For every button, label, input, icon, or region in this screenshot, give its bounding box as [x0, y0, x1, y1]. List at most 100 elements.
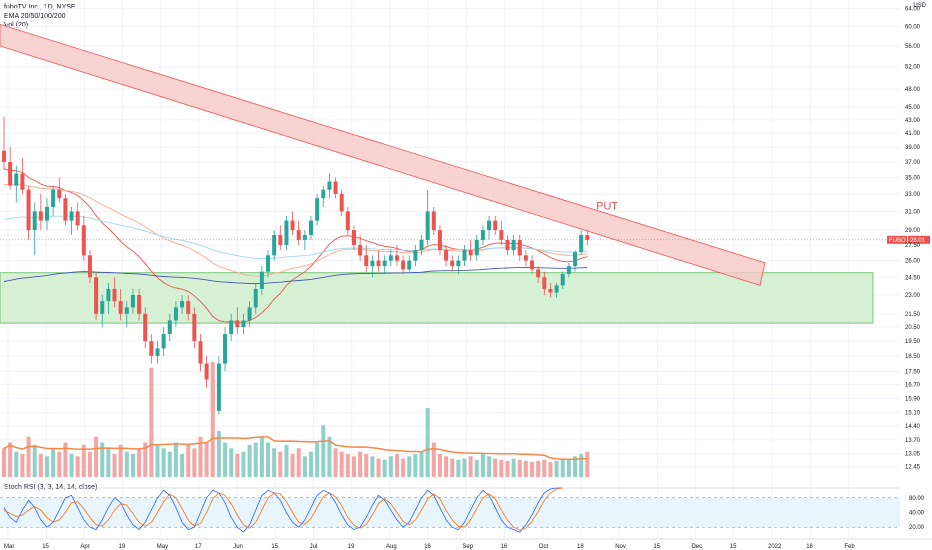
candle-body: [499, 230, 504, 240]
volume-bar: [235, 454, 240, 477]
candle-body: [376, 260, 381, 267]
candle-body: [536, 269, 541, 278]
candle-body: [253, 288, 258, 308]
volume-bar: [456, 459, 461, 477]
x-tick-label: 17: [195, 544, 202, 550]
candle-body: [26, 189, 31, 231]
volume-bar: [554, 460, 559, 477]
volume-ma-line: [3, 436, 588, 461]
candle-body: [296, 230, 301, 240]
candles: [2, 116, 590, 430]
candle-body: [229, 320, 234, 335]
y-tick-label: 27.50: [905, 243, 921, 249]
volume-bar: [253, 442, 258, 477]
candle-body: [560, 273, 565, 286]
candle-body: [548, 288, 553, 293]
legend-symbol: fuboTV Inc., 1D, NYSE: [4, 4, 76, 11]
candle-body: [118, 301, 123, 314]
rsi-level-label: 40.00: [909, 511, 925, 517]
candle-body: [487, 220, 492, 231]
volume-bar: [333, 448, 338, 477]
volume-bar: [345, 454, 350, 477]
volume-bar: [241, 451, 246, 477]
volume-bar: [437, 454, 442, 477]
symbol-tag: [887, 235, 907, 244]
volume-bar: [358, 451, 363, 477]
candle-body: [327, 181, 332, 190]
candle-body: [585, 234, 590, 240]
x-tick-label: 16: [501, 544, 508, 550]
volume-bar: [210, 362, 215, 477]
candle-body: [413, 250, 418, 261]
x-tick-label: 16: [424, 544, 431, 550]
candle-body: [456, 260, 461, 267]
y-axis: 64.00 60.00 56.00 52.00 48.00 45.00 43.00 41.00…: [905, 7, 921, 471]
candle-body: [272, 234, 277, 256]
candle-body: [364, 255, 369, 267]
candle-body: [124, 307, 129, 314]
candle-body: [530, 260, 535, 270]
volume-bar: [364, 454, 369, 477]
volume-bar: [57, 451, 62, 477]
candle-body: [81, 225, 86, 256]
candle-body: [425, 211, 430, 240]
volume-bar: [315, 442, 320, 477]
candle-body: [468, 250, 473, 256]
volume-bar: [143, 442, 148, 477]
x-tick-label: 15: [42, 544, 49, 550]
volume-bar: [351, 456, 356, 477]
volume-bar: [106, 448, 111, 477]
candle-body: [345, 211, 350, 231]
y-tick-label: 37.00: [905, 160, 921, 166]
volume-bar: [493, 458, 498, 477]
candle-body: [394, 255, 399, 261]
volume-bar: [229, 448, 234, 477]
volume-bar: [204, 442, 209, 477]
y-tick-label: 43.00: [905, 118, 921, 124]
candle-body: [2, 150, 6, 162]
volume-bar: [388, 456, 393, 477]
candle-body: [505, 239, 510, 251]
candle-body: [321, 189, 326, 199]
candle-body: [63, 198, 68, 221]
candle-body: [351, 230, 356, 245]
candle-body: [32, 211, 37, 231]
volume-bar: [468, 456, 473, 477]
candle-body: [130, 294, 135, 308]
volume-bar: [407, 456, 412, 477]
candle-body: [94, 277, 99, 314]
y-tick-label: 35.00: [905, 175, 921, 181]
x-tick-label: Nov: [615, 544, 626, 550]
chart-legend: fuboTV Inc., 1D, NYSE EMA 20/50/100/200 …: [4, 3, 76, 30]
put-annotation: PUT: [596, 201, 618, 213]
y-tick-label: 16.70: [905, 383, 921, 389]
volume-bar: [309, 451, 313, 477]
volume-bar: [536, 460, 541, 477]
volume-bar: [296, 448, 301, 477]
x-tick-label: 15: [730, 544, 737, 550]
last-price-tag-text: 28.01: [910, 238, 926, 244]
y-tick-label: 18.50: [905, 354, 921, 360]
volume-bar: [32, 444, 37, 477]
volume-bar: [370, 456, 375, 477]
volume-bar: [517, 459, 522, 477]
y-tick-label: 12.45: [905, 465, 921, 471]
volume-bar: [124, 451, 129, 477]
candle-body: [75, 211, 80, 226]
volume-bar: [278, 451, 283, 477]
volume-bar: [401, 458, 406, 477]
volume-bar: [530, 462, 535, 477]
candle-body: [223, 334, 228, 364]
volume-bar: [284, 444, 289, 477]
candle-body: [315, 198, 320, 221]
rsi-band: [0, 497, 900, 528]
volume-bar: [180, 454, 185, 477]
volume-bar: [137, 448, 142, 477]
candle-body: [511, 239, 516, 251]
volume-bar: [87, 451, 92, 477]
candle-body: [370, 260, 375, 267]
x-axis: Mar 15 Apr 19 May 17 Jun 15 Jul 19 Aug 16 Sep 16 Oct 18…: [4, 544, 855, 550]
volume-bar: [173, 442, 178, 477]
y-tick-label: 31.00: [905, 209, 921, 215]
